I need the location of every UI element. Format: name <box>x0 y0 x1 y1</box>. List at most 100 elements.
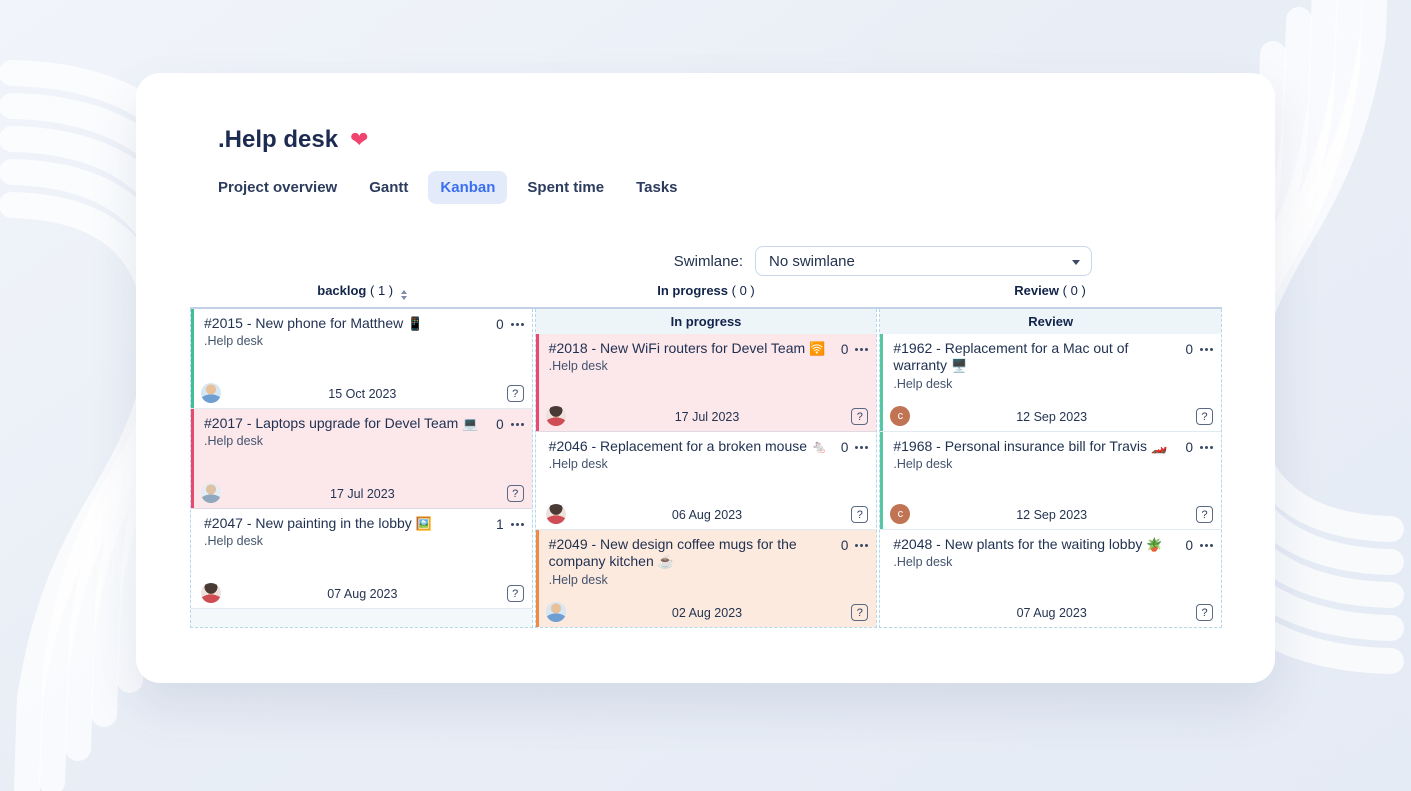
project-label: .Help desk <box>548 359 608 374</box>
card-menu-icon[interactable] <box>510 423 514 426</box>
card-menu-icon[interactable] <box>1200 544 1204 547</box>
question-badge[interactable]: ? <box>1196 604 1214 621</box>
column-subheader: In progress <box>535 309 877 334</box>
task-title[interactable]: #2049 - New design coffee mugs for the c… <box>548 536 797 570</box>
card-color-stripe <box>191 309 194 408</box>
card-color-stripe <box>535 530 539 627</box>
question-badge[interactable]: ? <box>506 385 524 402</box>
task-title[interactable]: #2017 - Laptops upgrade for Devel Team 💻 <box>204 415 479 431</box>
card-color-stripe <box>880 334 884 431</box>
question-badge[interactable]: ? <box>851 604 869 621</box>
comment-count: 0 <box>840 538 849 553</box>
task-title[interactable]: #2046 - Replacement for a broken mouse 🐁 <box>548 438 828 454</box>
column-title: backlog <box>317 283 367 298</box>
kanban-board: #2015 - New phone for Matthew 📱 0 .Help d… <box>190 307 1223 628</box>
task-emoji: 🏎️ <box>1151 439 1168 454</box>
task-card[interactable]: #2046 - Replacement for a broken mouse 🐁 … <box>535 432 877 530</box>
card-color-stripe <box>191 509 194 608</box>
tab-gantt[interactable]: Gantt <box>369 179 409 196</box>
task-emoji: 🖼️ <box>415 516 432 531</box>
question-badge[interactable]: ? <box>506 585 524 602</box>
due-date: 12 Sep 2023 <box>1016 508 1088 522</box>
column-header-backlog[interactable]: backlog ( 1 ) <box>190 283 534 300</box>
assignee-avatar[interactable] <box>201 483 221 503</box>
assignee-avatar[interactable]: c <box>890 504 911 524</box>
due-date: 07 Aug 2023 <box>1016 606 1087 620</box>
question-badge[interactable]: ? <box>1196 408 1214 425</box>
tab-bar: Project overview Gantt Kanban Spent time… <box>206 171 690 204</box>
task-title[interactable]: #2015 - New phone for Matthew 📱 <box>204 315 424 331</box>
task-card[interactable]: #2048 - New plants for the waiting lobby… <box>880 530 1222 627</box>
project-name: .Help desk <box>218 126 339 153</box>
question-badge[interactable]: ? <box>851 506 869 523</box>
assignee-avatar[interactable] <box>201 583 221 603</box>
question-badge[interactable]: ? <box>1196 506 1214 523</box>
project-label: .Help desk <box>893 555 953 570</box>
card-menu-icon[interactable] <box>1200 348 1204 351</box>
task-emoji: 💻 <box>462 416 479 431</box>
card-color-stripe <box>880 432 884 529</box>
tab-tasks[interactable]: Tasks <box>636 179 678 196</box>
task-title[interactable]: #1968 - Personal insurance bill for Trav… <box>893 438 1168 454</box>
task-card[interactable]: #1962 - Replacement for a Mac out of war… <box>880 334 1222 432</box>
assignee-avatar[interactable] <box>545 602 566 622</box>
comment-count: 0 <box>1185 538 1194 553</box>
task-card[interactable]: #2017 - Laptops upgrade for Devel Team 💻 … <box>191 409 532 509</box>
task-emoji: ☕ <box>657 554 674 570</box>
sort-icon[interactable] <box>400 290 407 300</box>
question-badge[interactable]: ? <box>506 485 524 502</box>
comment-count: 1 <box>496 517 504 532</box>
task-card[interactable]: #2049 - New design coffee mugs for the c… <box>535 530 877 627</box>
assignee-avatar[interactable]: c <box>890 406 911 426</box>
project-label: .Help desk <box>204 434 264 449</box>
comment-count: 0 <box>840 440 849 455</box>
task-card[interactable]: #1968 - Personal insurance bill for Trav… <box>880 432 1222 530</box>
tab-project-overview[interactable]: Project overview <box>218 179 338 196</box>
due-date: 06 Aug 2023 <box>671 508 743 522</box>
task-card[interactable]: #2047 - New painting in the lobby 🖼️ 1 .H… <box>191 509 532 609</box>
column-title: Review <box>1014 283 1060 298</box>
card-menu-icon[interactable] <box>855 446 859 449</box>
card-color-stripe <box>536 432 539 529</box>
page-title: .Help desk ❤ <box>218 126 368 154</box>
question-badge[interactable]: ? <box>851 408 869 425</box>
due-date: 17 Jul 2023 <box>330 487 395 501</box>
dropdown-caret-icon <box>1072 260 1080 265</box>
card-menu-icon[interactable] <box>510 323 514 326</box>
task-card[interactable]: #2015 - New phone for Matthew 📱 0 .Help d… <box>191 309 532 409</box>
comment-count: 0 <box>840 342 849 357</box>
column-header-review[interactable]: Review ( 0 ) <box>878 283 1222 300</box>
tab-kanban[interactable]: Kanban <box>428 171 508 204</box>
task-title[interactable]: #1962 - Replacement for a Mac out of war… <box>893 340 1129 374</box>
card-menu-icon[interactable] <box>1200 446 1204 449</box>
card-menu-icon[interactable] <box>855 544 859 547</box>
due-date: 02 Aug 2023 <box>671 606 743 620</box>
task-card[interactable]: #2018 - New WiFi routers for Devel Team 🛜… <box>535 334 877 432</box>
task-title[interactable]: #2047 - New painting in the lobby 🖼️ <box>204 515 432 531</box>
assignee-avatar[interactable] <box>201 383 221 403</box>
due-date: 15 Oct 2023 <box>328 387 397 401</box>
column-review: Review #1962 - Replacement for a Mac out… <box>879 309 1223 628</box>
comment-count: 0 <box>496 417 504 432</box>
tab-spent-time[interactable]: Spent time <box>527 179 605 196</box>
column-count: ( 0 ) <box>731 283 755 298</box>
assignee-avatar[interactable] <box>545 406 566 426</box>
column-header-in-progress[interactable]: In progress ( 0 ) <box>534 283 878 300</box>
task-emoji: 🪴 <box>1146 537 1163 552</box>
task-title[interactable]: #2048 - New plants for the waiting lobby… <box>893 536 1163 552</box>
due-date: 07 Aug 2023 <box>327 587 398 601</box>
swimlane-select[interactable]: No swimlane <box>755 246 1092 276</box>
column-subheader: Review <box>880 309 1222 334</box>
column-title: In progress <box>657 283 729 298</box>
due-date: 12 Sep 2023 <box>1016 410 1088 424</box>
task-emoji: 🐁 <box>811 439 828 454</box>
card-color-stripe <box>880 530 883 627</box>
project-label: .Help desk <box>893 457 953 472</box>
project-label: .Help desk <box>548 572 608 587</box>
swimlane-row: Swimlane: No swimlane <box>536 246 1092 276</box>
card-menu-icon[interactable] <box>855 348 859 351</box>
assignee-avatar[interactable] <box>545 504 566 524</box>
card-menu-icon[interactable] <box>510 523 514 526</box>
task-title[interactable]: #2018 - New WiFi routers for Devel Team 🛜 <box>548 340 826 356</box>
card-color-stripe <box>535 334 539 431</box>
